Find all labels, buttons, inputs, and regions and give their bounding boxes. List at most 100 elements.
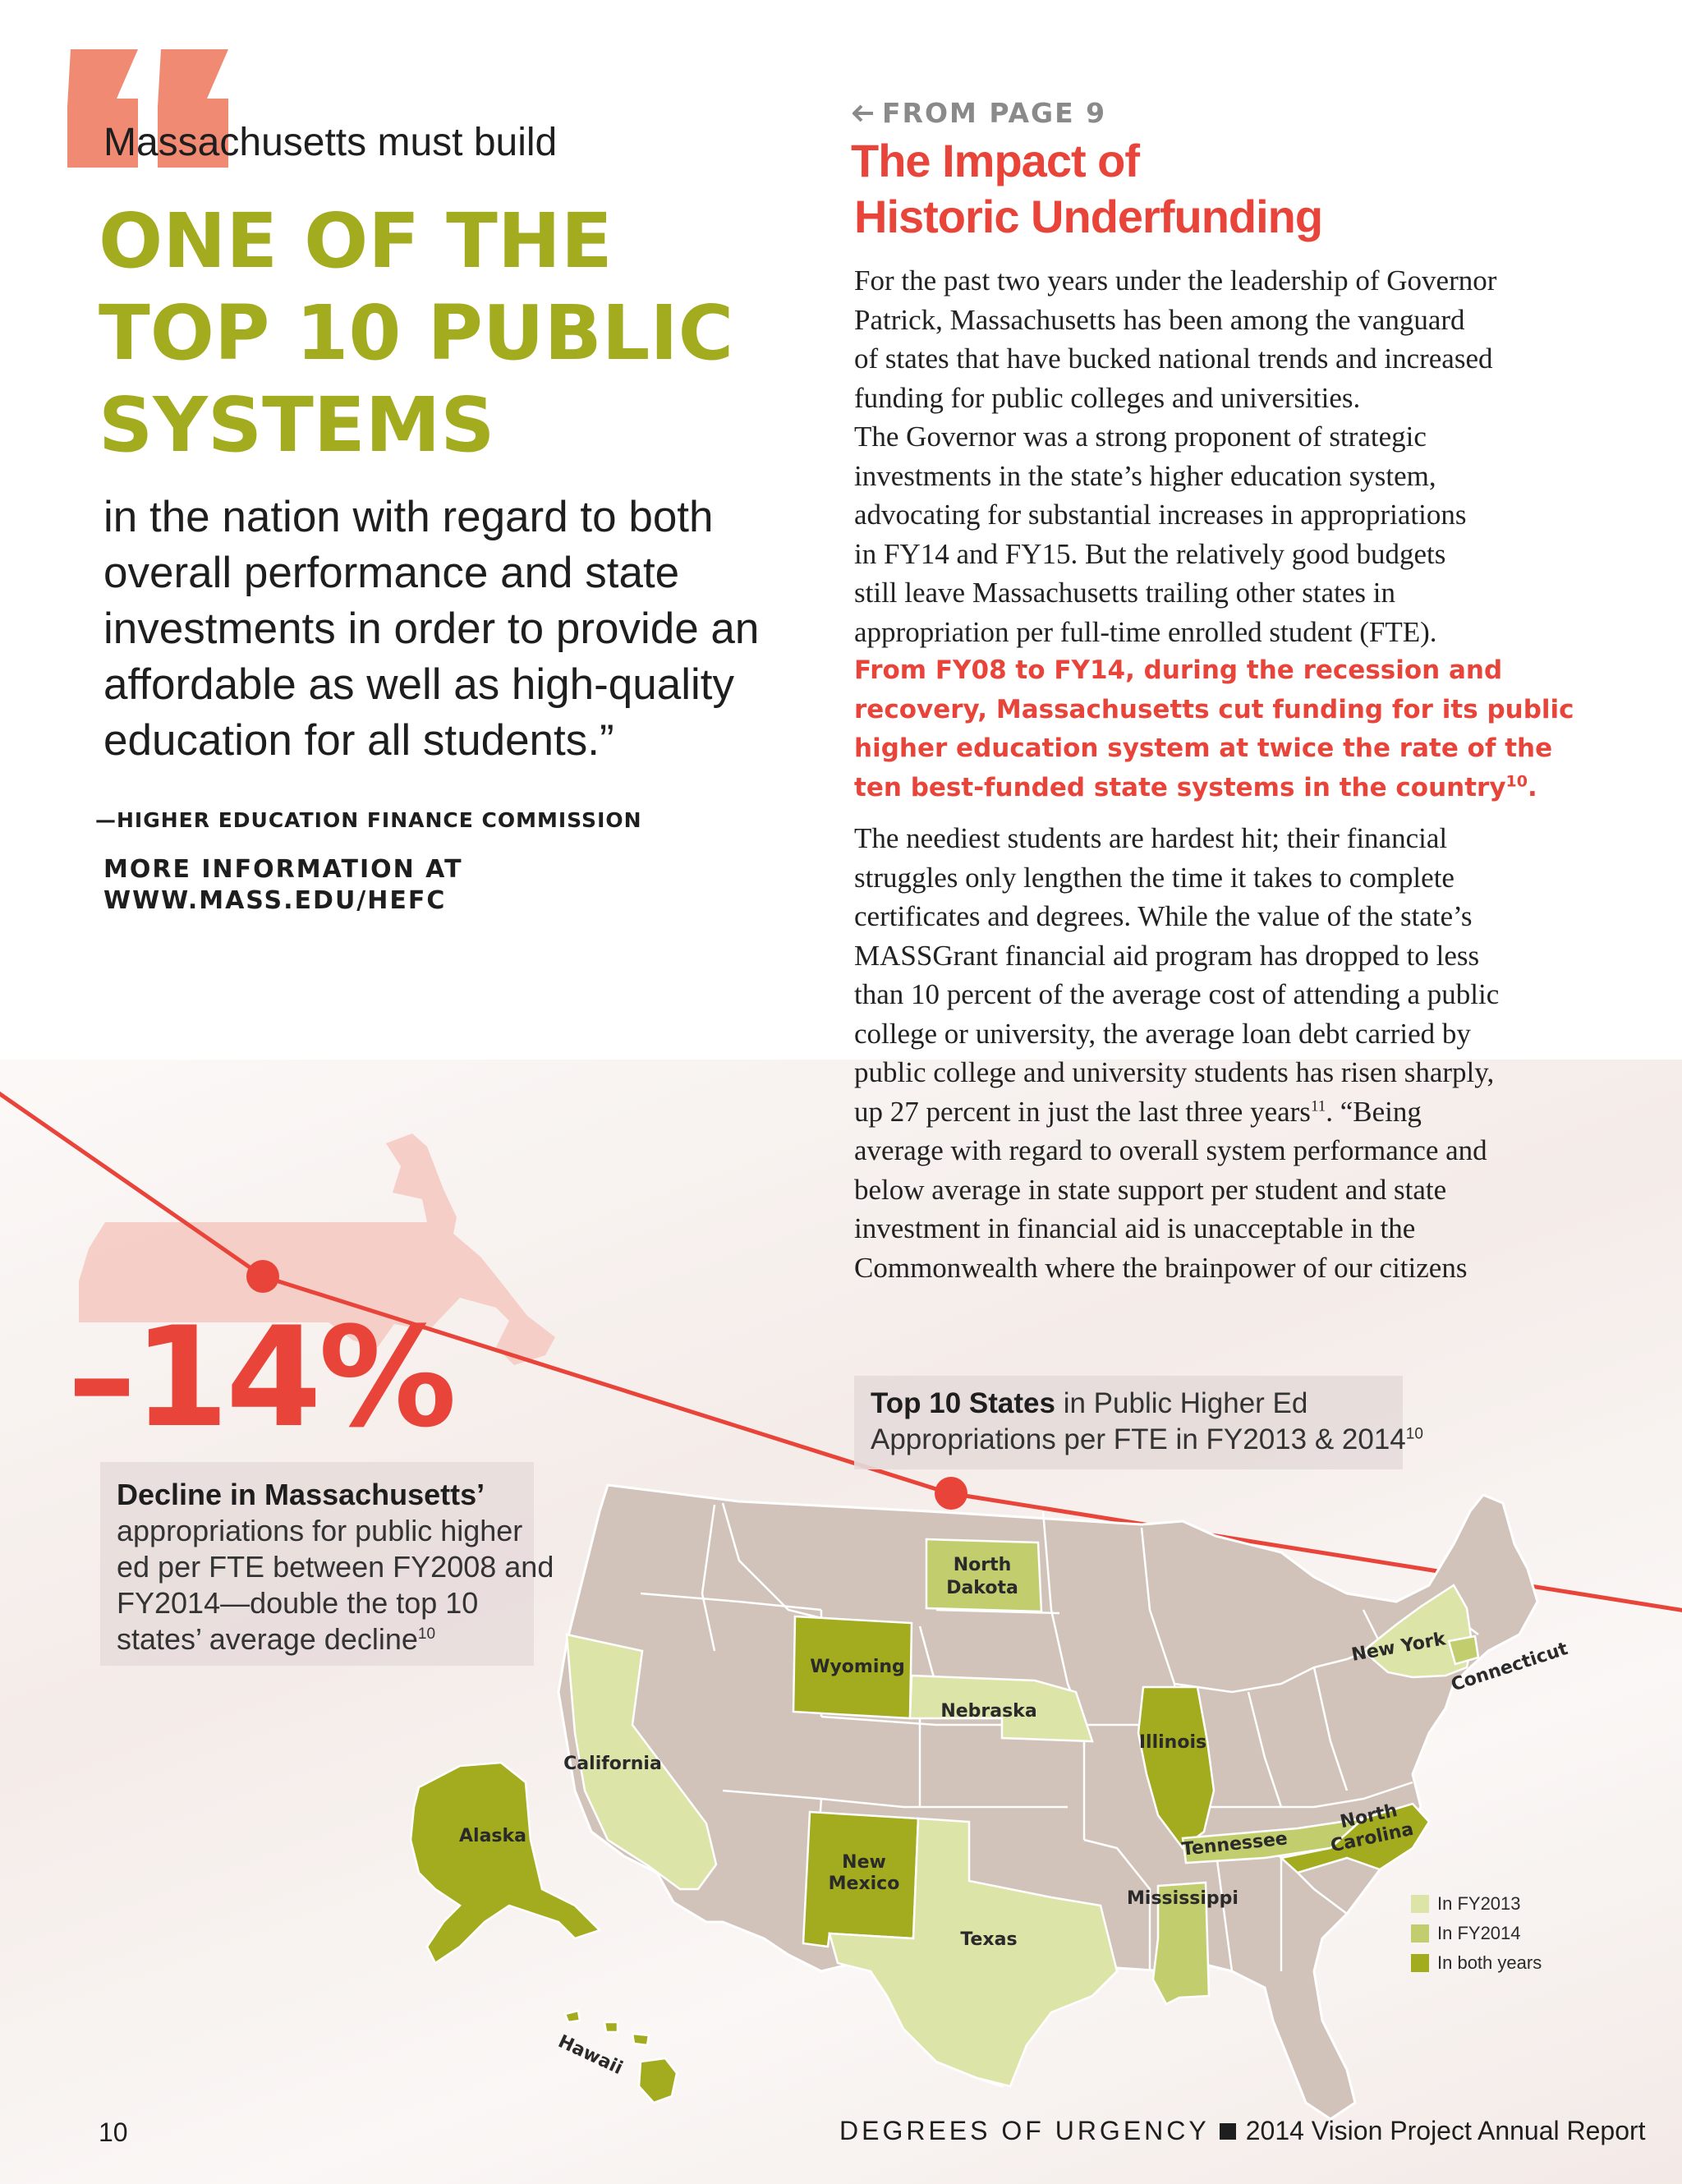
footnote-ref: 11 xyxy=(1310,1097,1326,1115)
quote-mark-icon xyxy=(67,49,228,168)
more-info: MORE INFORMATION AT WWW.MASS.EDU/HEFC xyxy=(103,854,463,917)
article-line: For the past two years under the leaders… xyxy=(854,264,1497,297)
label-new-mexico: Mexico xyxy=(829,1874,900,1894)
legend-label: In FY2014 xyxy=(1437,1923,1521,1943)
legend-swatch-both-years xyxy=(1411,1954,1429,1972)
highlight-line: From FY08 to FY14, during the recession … xyxy=(854,655,1503,685)
massachusetts-silhouette xyxy=(79,1133,555,1365)
stat-label-last: states’ average decline xyxy=(117,1622,418,1656)
quote-headline-line: TOP 10 PUBLIC xyxy=(99,289,734,377)
map-title-rest: in Public Higher Ed xyxy=(1055,1387,1308,1419)
article-line-with-ref: up 27 percent in just the last three yea… xyxy=(854,1092,1626,1132)
stat-label-line: states’ average decline10 xyxy=(117,1621,517,1658)
article-line: investment in financial aid is unaccepta… xyxy=(854,1212,1416,1244)
legend-swatch-fy2013 xyxy=(1411,1895,1429,1913)
legend-label: In both years xyxy=(1437,1952,1542,1973)
state-north-carolina xyxy=(1279,1802,1431,1874)
state-nebraska xyxy=(908,1674,1094,1743)
footnote-ref: 10 xyxy=(1505,772,1528,791)
footnote-ref: 10 xyxy=(1405,1425,1423,1443)
article-line-text: up 27 percent in just the last three yea… xyxy=(854,1095,1311,1128)
label-hawaii: Hawaii xyxy=(555,2031,626,2079)
quote-body-line: overall performance and state xyxy=(103,549,680,597)
article-line: Patrick, Massachusetts has been among th… xyxy=(854,303,1465,336)
map-title-bold: Top 10 States xyxy=(871,1387,1055,1419)
article-line: average with regard to overall system pe… xyxy=(854,1134,1487,1166)
label-north-dakota: North xyxy=(954,1555,1012,1575)
quote-body-line: affordable as well as high-quality xyxy=(103,660,734,709)
more-info-url[interactable]: WWW.MASS.EDU/HEFC xyxy=(103,886,447,915)
article-highlight: From FY08 to FY14, during the recession … xyxy=(854,651,1626,807)
stat-label-line: ed per FTE between FY2008 and xyxy=(117,1550,554,1584)
map-title-line: Appropriations per FTE in FY2013 & 20141… xyxy=(871,1422,1423,1458)
state-texas xyxy=(828,1817,1119,2088)
highlight-end: . xyxy=(1527,772,1537,802)
article-line: funding for public colleges and universi… xyxy=(854,381,1361,414)
article-line: of states that have bucked national tren… xyxy=(854,343,1493,375)
article-title-line: Historic Underfunding xyxy=(854,191,1323,242)
map-title-box: Top 10 States in Public Higher Ed Approp… xyxy=(854,1376,1423,1469)
from-page-label: FROM PAGE 9 xyxy=(882,97,1107,129)
article-line-text: . “Being xyxy=(1326,1095,1422,1128)
article-body: For the past two years under the leaders… xyxy=(854,261,1626,1287)
label-alaska: Alaska xyxy=(459,1826,526,1846)
article-line: MASSGrant financial aid program has drop… xyxy=(854,939,1480,972)
article-line: below average in state support per stude… xyxy=(854,1173,1447,1206)
page-number: 10 xyxy=(99,2117,128,2147)
article-line: appropriation per full-time enrolled stu… xyxy=(854,615,1437,648)
article-line: struggles only lengthen the time it take… xyxy=(854,861,1455,894)
quote-attribution: —HIGHER EDUCATION FINANCE COMMISSION xyxy=(95,808,642,832)
legend-item-fy2014: In FY2014 xyxy=(1411,1919,1542,1948)
footer-report: 2014 Vision Project Annual Report xyxy=(1245,2116,1646,2145)
label-texas: Texas xyxy=(960,1929,1017,1950)
label-wyoming: Wyoming xyxy=(810,1657,905,1677)
footnote-ref: 10 xyxy=(417,1625,436,1643)
from-page-link[interactable]: FROM PAGE 9 xyxy=(852,97,1106,129)
state-california xyxy=(565,1633,718,1891)
label-illinois: Illinois xyxy=(1139,1732,1206,1753)
quote-lead: Massachusetts must build xyxy=(103,121,558,164)
stat-label-line: appropriations for public higher xyxy=(117,1514,523,1547)
footer: DEGREES OF URGENCY 2014 Vision Project A… xyxy=(839,2116,1646,2146)
highlight-line-last: ten best-funded state systems in the cou… xyxy=(854,769,1626,808)
quote-headline-line: SYSTEMS xyxy=(99,381,495,469)
state-mississippi xyxy=(1151,1881,1211,2006)
more-info-label: MORE INFORMATION AT xyxy=(103,855,463,884)
article-title-line: The Impact of xyxy=(851,135,1140,186)
state-north-dakota xyxy=(925,1538,1043,1613)
label-mississippi: Mississippi xyxy=(1127,1888,1239,1909)
legend-label: In FY2013 xyxy=(1437,1893,1521,1914)
legend-item-fy2013: In FY2013 xyxy=(1411,1889,1542,1919)
article-title: The Impact of Historic Underfunding xyxy=(851,133,1323,245)
article-paragraph-2: The neediest students are hardest hit; t… xyxy=(854,819,1626,1287)
map-title-line: Top 10 States in Public Higher Ed xyxy=(871,1386,1386,1422)
quote-headline: ONE OF THE TOP 10 PUBLIC SYSTEMS xyxy=(99,195,805,471)
highlighted-states xyxy=(409,1538,1480,2104)
article-paragraph-1: For the past two years under the leaders… xyxy=(854,261,1626,651)
article-line: still leave Massachusetts trailing other… xyxy=(854,577,1396,609)
legend-item-both-years: In both years xyxy=(1411,1948,1542,1978)
stat-value: –14% xyxy=(67,1297,457,1458)
quote-body-line: investments in order to provide an xyxy=(103,605,760,653)
article-line: in FY14 and FY15. But the relatively goo… xyxy=(854,537,1446,570)
trend-line xyxy=(0,1091,1682,1612)
article-line: public college and university students h… xyxy=(854,1056,1495,1088)
label-new-mexico: New xyxy=(842,1852,886,1873)
label-nebraska: Nebraska xyxy=(940,1701,1036,1722)
label-north-dakota: Dakota xyxy=(946,1578,1018,1598)
highlight-line: higher education system at twice the rat… xyxy=(854,733,1553,763)
map-title-line2: Appropriations per FTE in FY2013 & 2014 xyxy=(871,1423,1406,1455)
state-alaska xyxy=(409,1761,602,1965)
article-line: The Governor was a strong proponent of s… xyxy=(854,421,1427,453)
article-line: certificates and degrees. While the valu… xyxy=(854,900,1473,932)
quote-body-line: education for all students.” xyxy=(103,716,614,765)
quote-body: in the nation with regard to both overal… xyxy=(103,490,810,769)
arrow-left-icon xyxy=(852,104,873,122)
quote-body-line: in the nation with regard to both xyxy=(103,493,714,541)
article-line: advocating for substantial increases in … xyxy=(854,499,1467,531)
article-line: college or university, the average loan … xyxy=(854,1017,1471,1050)
quote-headline-line: ONE OF THE xyxy=(99,197,613,285)
stat-label-bold: Decline in Massachusetts’ xyxy=(117,1478,485,1511)
